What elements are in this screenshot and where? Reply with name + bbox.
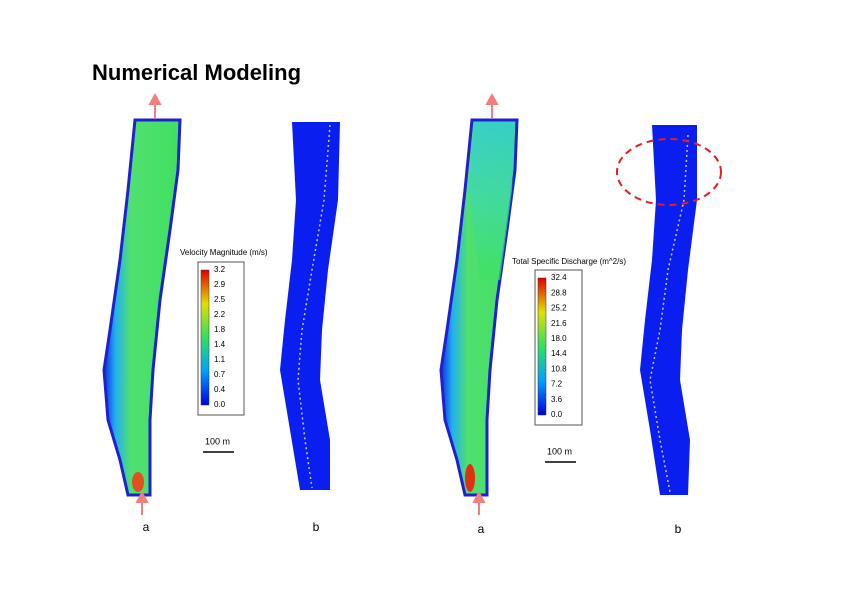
- legend-label: 10.8: [551, 364, 567, 373]
- wet-line: [649, 134, 689, 493]
- legend-label: 14.4: [551, 349, 567, 358]
- slide-title: Numerical Modeling: [92, 60, 301, 85]
- highlight-ellipse: [616, 138, 722, 206]
- legend-label: 0.4: [214, 385, 226, 394]
- panel-letter: a: [143, 520, 150, 534]
- panel-letter: b: [675, 522, 682, 536]
- legend-label: 0.0: [551, 410, 563, 419]
- legend-label: 1.4: [214, 340, 226, 349]
- color-bar: [537, 277, 547, 416]
- legend-title: Velocity Magnitude (m/s): [180, 248, 268, 257]
- legend-label: 0.7: [214, 370, 226, 379]
- legend-label: 2.5: [214, 295, 226, 304]
- legend-label: 3.2: [214, 265, 226, 274]
- panel-letter: b: [313, 520, 320, 534]
- river-shade: [468, 122, 515, 280]
- legend-label: 0.0: [214, 400, 226, 409]
- legend-label: 21.6: [551, 319, 567, 328]
- scale-label: 100 m: [205, 436, 230, 446]
- river-velocity: [102, 118, 182, 497]
- legend-label: 1.1: [214, 355, 226, 364]
- river-discharge-b: [640, 125, 697, 495]
- legend-label: 32.4: [551, 273, 567, 282]
- flow-arrows: [135, 92, 499, 515]
- legend-label: 18.0: [551, 334, 567, 343]
- legend-title: Total Specific Discharge (m^2/s): [512, 257, 626, 266]
- legend-label: 28.8: [551, 288, 567, 297]
- legend-label: 2.2: [214, 310, 226, 319]
- legend-label: 2.9: [214, 280, 226, 289]
- legend-label: 3.6: [551, 395, 563, 404]
- legend-label: 1.8: [214, 325, 226, 334]
- wet-line: [297, 124, 331, 489]
- hotspot: [465, 464, 475, 492]
- scale-label: 100 m: [547, 446, 572, 456]
- color-bar: [200, 269, 210, 406]
- legend-label: 7.2: [551, 380, 563, 389]
- legend-label: 25.2: [551, 304, 567, 313]
- hotspot: [132, 472, 144, 492]
- panel-letter: a: [478, 522, 485, 536]
- river-depth: [280, 122, 340, 490]
